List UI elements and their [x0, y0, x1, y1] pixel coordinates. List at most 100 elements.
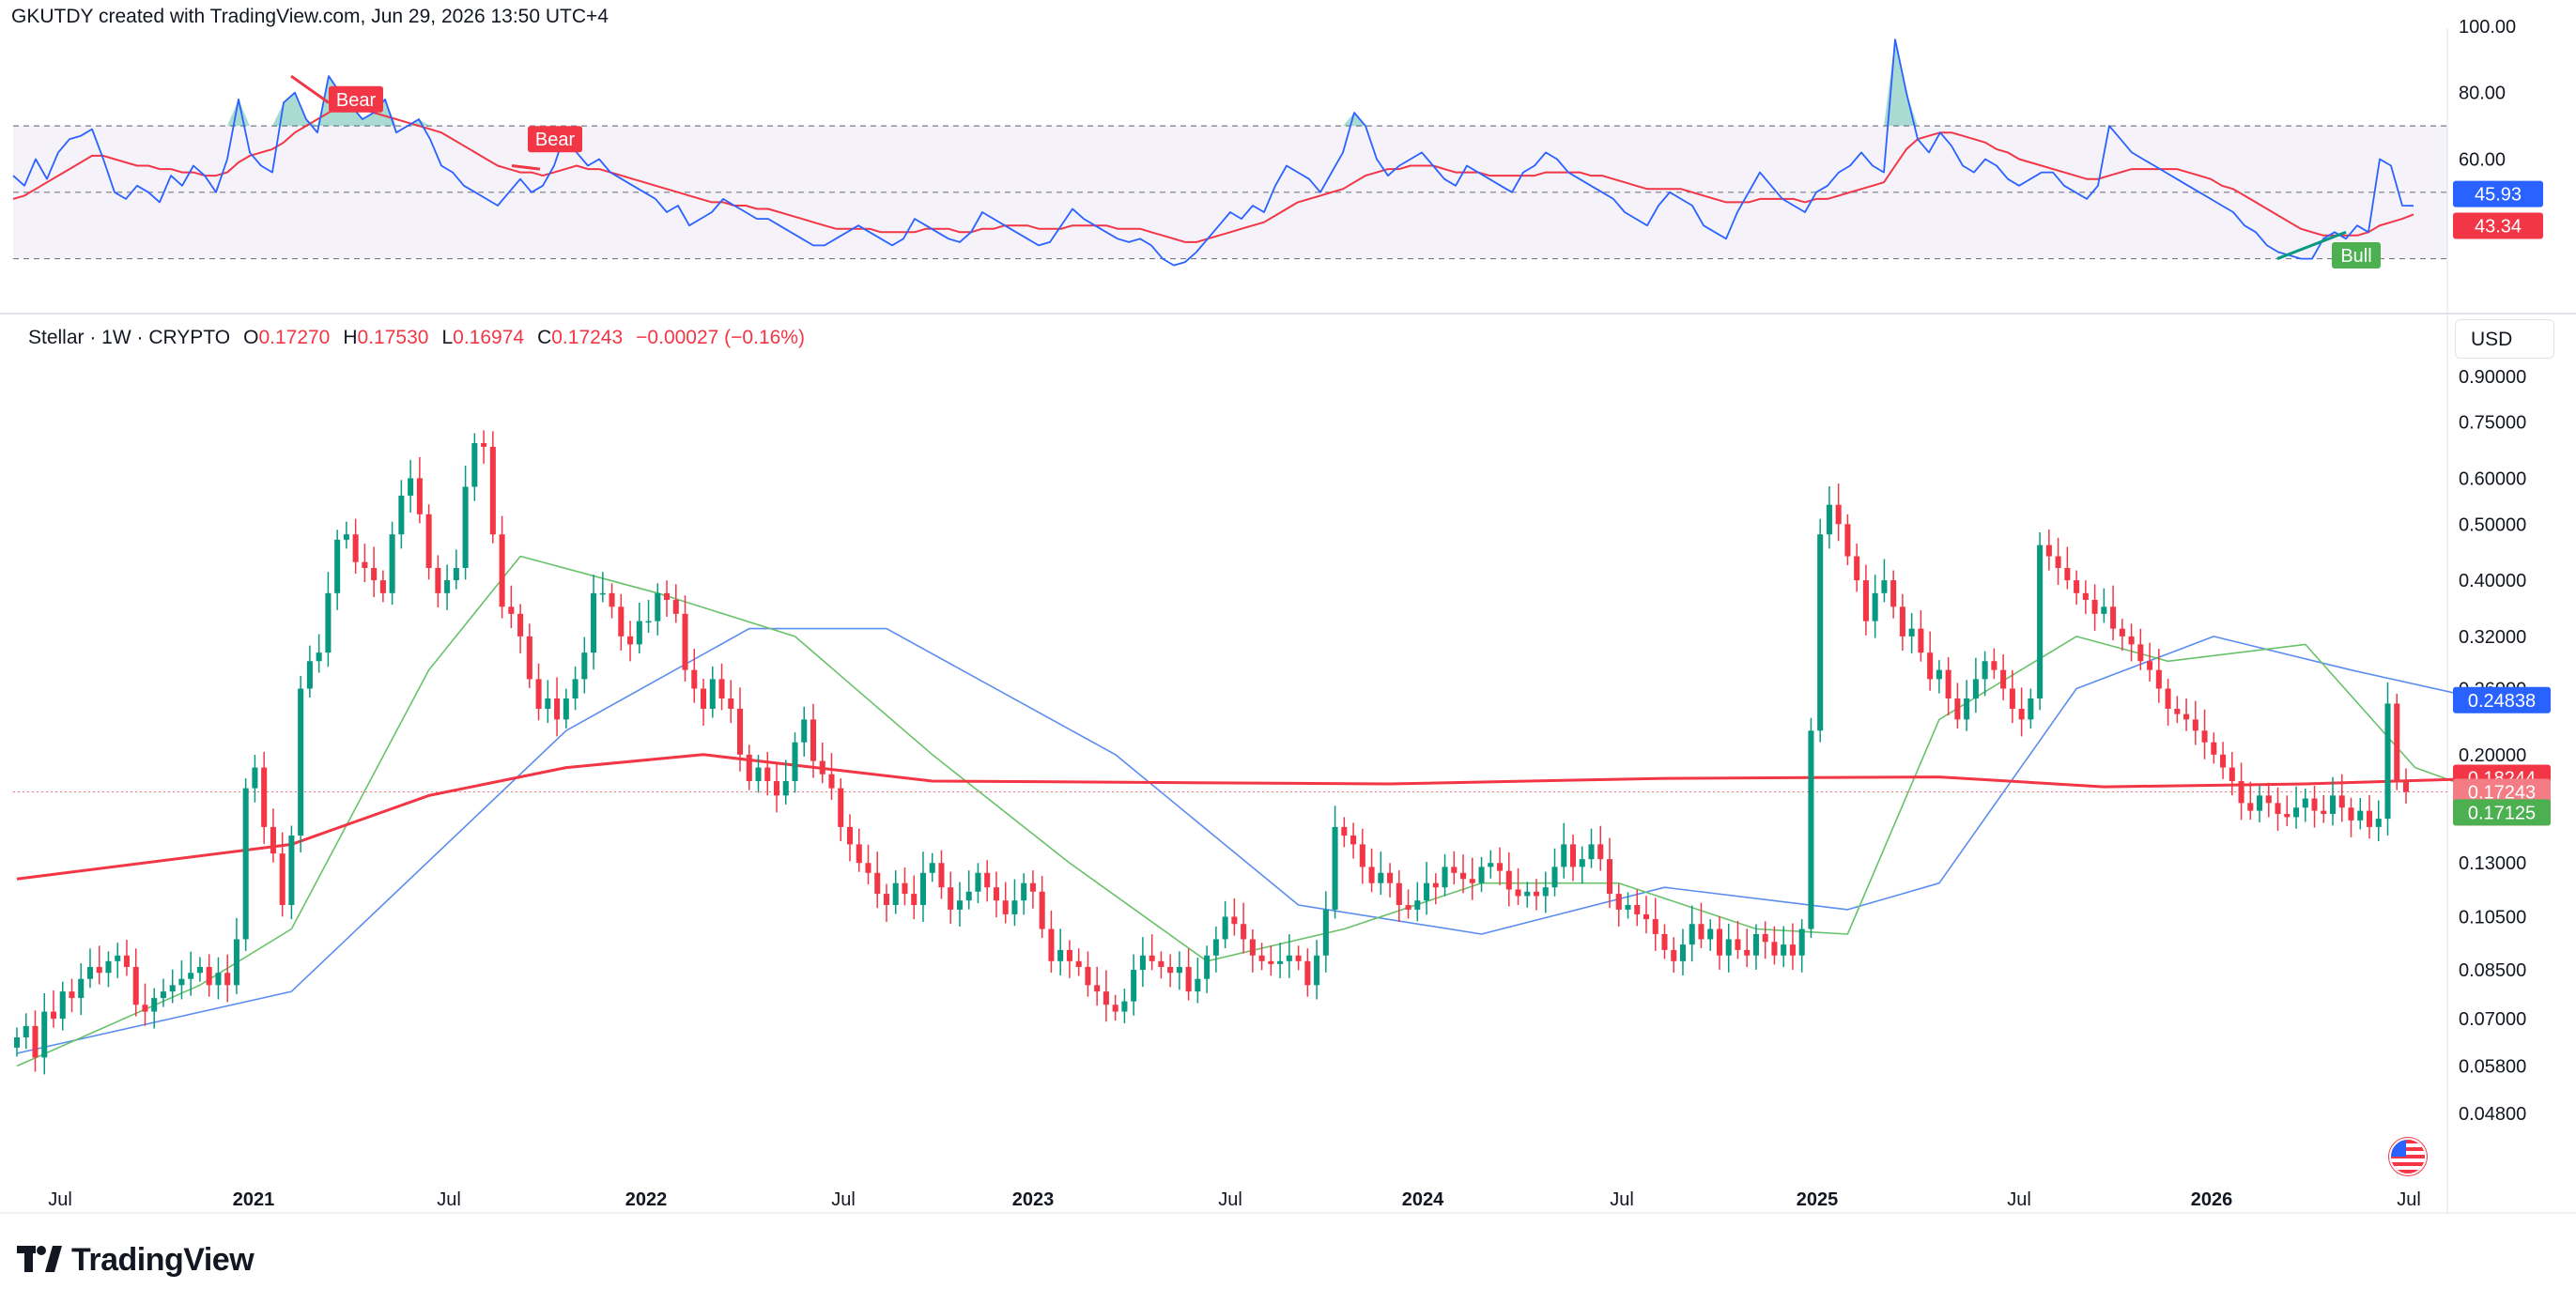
candle-body [489, 446, 496, 535]
candle-body [919, 872, 926, 906]
candle-body [1002, 900, 1009, 914]
candle-body [911, 894, 918, 906]
candle-body [2229, 767, 2235, 782]
candle-body [709, 679, 716, 709]
candle-body [105, 960, 112, 974]
candle-body [691, 669, 698, 689]
bull-divergence-line [2276, 230, 2347, 260]
candle-body [764, 767, 771, 782]
candle-body [2018, 708, 2025, 720]
candle-body [1515, 889, 1521, 897]
candle-body [682, 613, 688, 670]
candle-body [526, 636, 532, 680]
candle-body [599, 592, 606, 595]
candle-body [508, 606, 515, 614]
price-tick-label: 0.13000 [2459, 853, 2526, 874]
ma-green-last-value: 0.17125 [2468, 803, 2536, 823]
candle-body [298, 688, 304, 836]
candle-body [1048, 928, 1055, 961]
candle-body [1322, 909, 1329, 956]
candle-body [1139, 955, 1146, 971]
candle-body [1661, 933, 1668, 950]
candle-body [2155, 669, 2162, 689]
candle-body [1176, 966, 1182, 974]
symbol-label[interactable]: Stellar · 1W · CRYPTO [28, 327, 231, 348]
candle-body [1707, 928, 1714, 940]
candle-body [1350, 835, 1357, 845]
bear-divergence-line [511, 164, 541, 171]
candle-body [883, 894, 889, 906]
time-axis-label: Jul [2007, 1189, 2031, 1210]
candle-body [929, 863, 935, 873]
candle-body [379, 580, 386, 593]
candle-body [1744, 949, 1751, 956]
candle-body [1817, 534, 1824, 731]
candle-body [444, 580, 451, 593]
price-tick-label: 0.32000 [2459, 627, 2526, 648]
candle-body [746, 754, 752, 782]
candle-body [938, 863, 945, 888]
rsi-ma-line [12, 104, 2414, 243]
candle-body [956, 900, 963, 910]
bull-label: Bull [2340, 246, 2371, 267]
ma-blue-line [16, 627, 2489, 1054]
candle-body [1332, 826, 1338, 910]
candle-body [1954, 698, 1961, 720]
candle-body [1204, 955, 1211, 979]
time-axis-label: 2025 [1797, 1189, 1839, 1210]
candle-body [2348, 807, 2354, 821]
price-tick-label: 0.20000 [2459, 745, 2526, 766]
candle-body [389, 534, 395, 593]
candle-body [1268, 960, 1274, 964]
candle-body [1991, 661, 1998, 670]
ma-green-last-value-bg [2453, 799, 2551, 826]
brand[interactable]: TradingView [17, 1239, 255, 1281]
candle-body [1982, 661, 1988, 680]
us-flag-icon[interactable] [2389, 1138, 2427, 1175]
candle-body [1735, 939, 1741, 950]
bear-label-bg [528, 126, 582, 153]
candle-body [517, 613, 524, 637]
rsi-last-value-bg [2453, 180, 2543, 207]
time-axis-label: 2023 [1012, 1189, 1055, 1210]
candle-body [1341, 826, 1348, 836]
candle-body [1634, 905, 1641, 914]
candle-body [1497, 863, 1504, 871]
candle-body [636, 621, 642, 645]
candle-body [362, 561, 368, 569]
candle-body [1442, 867, 1448, 888]
candle-body [2082, 592, 2089, 600]
candle-body [1414, 900, 1421, 910]
candle-body [1451, 867, 1458, 873]
currency-button[interactable]: USD [2455, 319, 2554, 359]
candle-body [664, 592, 671, 600]
candle-body [581, 652, 588, 680]
candle-body [1615, 894, 1622, 910]
candle-body [462, 486, 469, 569]
candle-body [2330, 795, 2337, 814]
close-value: 0.17243 [551, 327, 624, 348]
candle-body [352, 534, 359, 562]
candle-body [371, 568, 378, 581]
candle-body [1881, 580, 1888, 593]
candle-body [1798, 928, 1805, 956]
candle-body [2247, 803, 2254, 811]
candle-body [810, 719, 817, 761]
candle-body [471, 442, 478, 487]
rsi-overbought-fill [1906, 92, 1918, 127]
candle-body [1762, 933, 1768, 943]
candle-body [1872, 592, 1878, 621]
candle-body [1524, 891, 1531, 897]
time-axis-label: 2022 [625, 1189, 668, 1210]
candle-body [801, 719, 808, 743]
candle-body [2201, 730, 2208, 743]
candle-body [1460, 872, 1467, 880]
ma-blue-last-value: 0.24838 [2468, 691, 2536, 712]
candle-body [1167, 966, 1174, 974]
ma-green-line [16, 555, 2489, 1067]
candle-body [1551, 867, 1558, 888]
candle-body [1781, 944, 1787, 956]
candle-body [846, 826, 854, 845]
candle-body [1899, 606, 1905, 637]
